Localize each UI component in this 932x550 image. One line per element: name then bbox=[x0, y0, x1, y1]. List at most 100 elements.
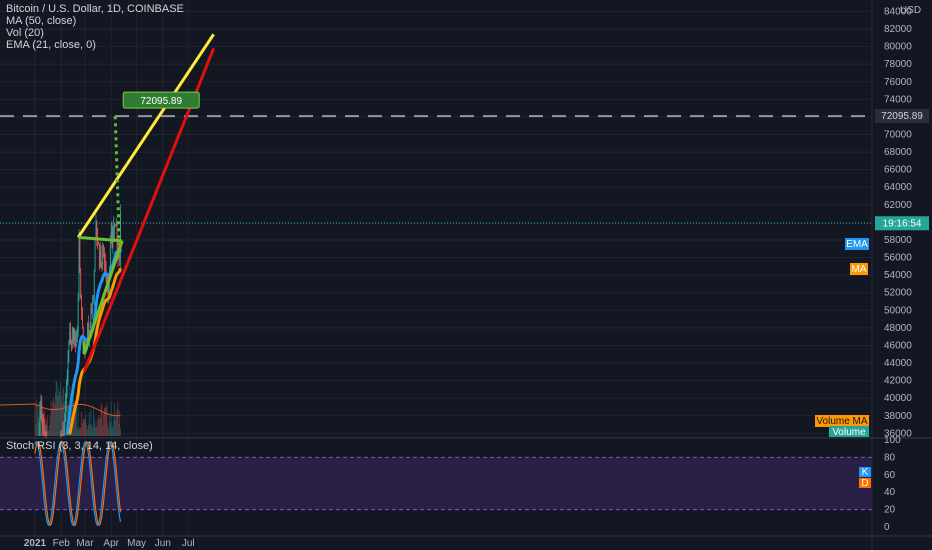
volume-bar bbox=[47, 415, 49, 436]
stoch-k-tag bbox=[859, 467, 871, 477]
candle-body bbox=[70, 332, 71, 344]
volume-bar bbox=[41, 420, 43, 436]
price-tick-label: 62000 bbox=[884, 200, 912, 211]
candle-body bbox=[71, 333, 73, 348]
trendline-green_lower bbox=[82, 240, 124, 355]
volume-bar bbox=[36, 400, 38, 436]
volume-bar bbox=[37, 405, 38, 436]
candle-body bbox=[115, 224, 116, 226]
price-tick-label: 42000 bbox=[884, 376, 912, 387]
candle-body bbox=[43, 426, 44, 430]
ma-legend[interactable]: MA (50, close) bbox=[6, 15, 77, 27]
volume-bar bbox=[109, 415, 110, 436]
price-tick-label: 48000 bbox=[884, 323, 912, 334]
candle-body bbox=[98, 244, 100, 267]
price-tick-label: 78000 bbox=[884, 59, 912, 70]
time-axis-label: Mar bbox=[76, 538, 94, 549]
volume-bar bbox=[86, 424, 88, 436]
candle-body bbox=[79, 240, 81, 271]
volume-bar bbox=[104, 407, 105, 436]
price-tick-label: 80000 bbox=[884, 42, 912, 53]
candle-body bbox=[43, 429, 45, 436]
candle-body bbox=[39, 408, 41, 427]
candle-body bbox=[69, 332, 71, 343]
volume-bar bbox=[104, 406, 106, 436]
ema-legend[interactable]: EMA (21, close, 0) bbox=[6, 39, 96, 51]
volume-bar bbox=[77, 405, 79, 436]
trendline-yellow bbox=[76, 33, 215, 239]
volume-bar bbox=[98, 419, 100, 436]
volume-bar bbox=[98, 415, 99, 436]
stoch-legend[interactable]: Stoch RSI (3, 3, 14, 14, close) bbox=[6, 440, 153, 452]
candle-body bbox=[120, 210, 121, 259]
volume-bar bbox=[87, 429, 88, 436]
volume-bar bbox=[90, 409, 92, 436]
volume-bar bbox=[114, 403, 115, 436]
candle-body bbox=[91, 307, 93, 312]
volume-bar bbox=[60, 396, 62, 436]
price-tick-label: 50000 bbox=[884, 305, 912, 316]
volume-bar bbox=[50, 400, 52, 436]
time-axis-label: Jul bbox=[182, 538, 195, 549]
volume-bar bbox=[105, 407, 107, 436]
price-tick-label: 52000 bbox=[884, 288, 912, 299]
time-axis-label: May bbox=[127, 538, 146, 549]
volume-bar bbox=[51, 408, 53, 436]
candle-body bbox=[98, 243, 99, 245]
candle-body bbox=[82, 309, 83, 329]
candle-body bbox=[42, 417, 44, 427]
candle-body bbox=[78, 240, 80, 299]
volume-bar bbox=[83, 420, 85, 436]
time-axis-label: Feb bbox=[53, 538, 71, 549]
volume-bar bbox=[116, 408, 118, 436]
price-tick-label: 68000 bbox=[884, 147, 912, 158]
volume-bar bbox=[40, 410, 42, 436]
volume-bar bbox=[71, 383, 73, 436]
candle-body bbox=[47, 444, 49, 446]
price-axis bbox=[872, 0, 932, 550]
volume-bar bbox=[71, 397, 72, 436]
projection-line bbox=[113, 116, 122, 253]
candle-body bbox=[89, 327, 91, 333]
volume-bar bbox=[108, 428, 110, 436]
stoch-d-tag bbox=[859, 478, 871, 488]
price-tick-label: 38000 bbox=[884, 411, 912, 422]
candle-body bbox=[71, 343, 72, 348]
price-tick-label: 82000 bbox=[884, 24, 912, 35]
candle-body bbox=[68, 342, 70, 356]
candle-body bbox=[76, 339, 77, 341]
volume-bar bbox=[115, 419, 116, 436]
price-tick-label: 66000 bbox=[884, 165, 912, 176]
candle-body bbox=[96, 222, 98, 238]
candle-body bbox=[115, 224, 117, 226]
volume-bar bbox=[82, 418, 84, 436]
price-tick-label: 76000 bbox=[884, 77, 912, 88]
vol-legend[interactable]: Vol (20) bbox=[6, 27, 44, 39]
ma-axis-tag-text: MA bbox=[852, 264, 867, 275]
volume-bar bbox=[35, 424, 37, 436]
volume-bar bbox=[91, 424, 93, 436]
candle-body bbox=[63, 434, 65, 436]
volume-bar bbox=[61, 403, 63, 436]
target-axis-badge bbox=[875, 109, 929, 124]
candle-body bbox=[40, 407, 42, 409]
candle-body bbox=[44, 436, 46, 438]
volume-bar bbox=[93, 417, 95, 436]
volume-bar bbox=[97, 418, 99, 436]
candle-body bbox=[110, 231, 112, 242]
candle-body bbox=[74, 332, 76, 341]
candle-body bbox=[107, 284, 109, 294]
stoch-d-tag-text: D bbox=[861, 478, 868, 489]
volume-bar bbox=[117, 401, 119, 436]
volume-bar bbox=[120, 428, 121, 436]
stoch-tick-label: 100 bbox=[884, 435, 901, 446]
candle-body bbox=[93, 269, 95, 298]
volume-bar bbox=[63, 386, 65, 436]
candle-body bbox=[76, 333, 78, 340]
candle-body bbox=[80, 270, 82, 299]
volume-bar bbox=[54, 392, 56, 436]
stoch-tick-label: 20 bbox=[884, 505, 896, 516]
target-label-box bbox=[122, 91, 200, 109]
stoch-band bbox=[0, 457, 872, 510]
